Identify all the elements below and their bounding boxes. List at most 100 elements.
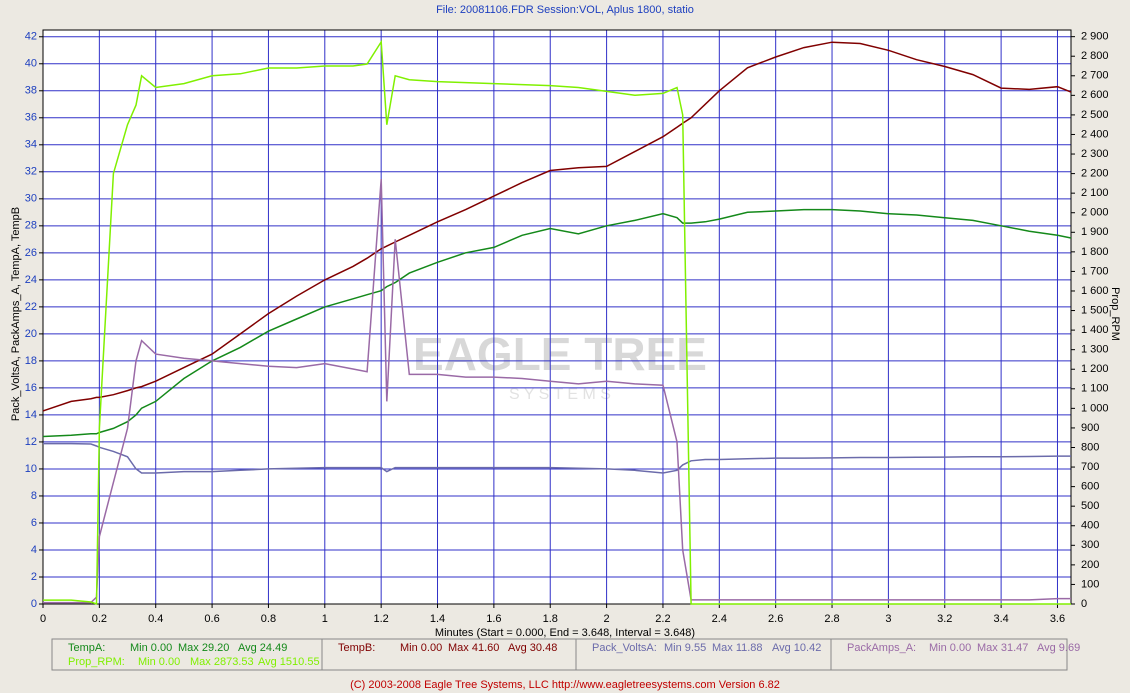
y2-tick-label: 400 [1081, 520, 1099, 532]
plot-frame [42, 29, 1072, 605]
y2-tick-label: 700 [1081, 461, 1099, 473]
legend-label: PackAmps_A: [847, 642, 916, 654]
x-tick-label: 0.6 [204, 613, 219, 625]
y2-tick-label: 2 600 [1081, 89, 1109, 101]
y-axis-title: Pack_VoltsA, PackAmps_A, TempA, TempB [10, 207, 22, 421]
y-tick-label: 32 [25, 166, 37, 178]
x-tick-label: 0 [40, 613, 46, 625]
x-tick-label: 3 [885, 613, 891, 625]
y-tick-label: 42 [25, 31, 37, 43]
y2-tick-label: 900 [1081, 422, 1099, 434]
y-tick-label: 16 [25, 382, 37, 394]
legend-label: Pack_VoltsA: [592, 642, 657, 654]
y-tick-label: 10 [25, 463, 37, 475]
legend-box [51, 638, 1068, 671]
y-tick-label: 40 [25, 58, 37, 70]
legend-stat: Avg 30.48 [508, 642, 557, 654]
y2-tick-label: 1 800 [1081, 246, 1109, 258]
y-tick-label: 38 [25, 85, 37, 97]
legend-stat: Max 2873.53 [190, 656, 254, 668]
y2-tick-label: 1 900 [1081, 226, 1109, 238]
y2-tick-label: 1 700 [1081, 265, 1109, 277]
y2-tick-label: 2 300 [1081, 148, 1109, 160]
y2-tick-label: 2 100 [1081, 187, 1109, 199]
y-tick-label: 30 [25, 193, 37, 205]
x-tick-label: 0.4 [148, 613, 163, 625]
legend-stat: Min 0.00 [138, 656, 180, 668]
y2-tick-label: 2 700 [1081, 70, 1109, 82]
y-tick-label: 28 [25, 220, 37, 232]
y-tick-label: 0 [31, 598, 37, 610]
legend-stat: Min 9.55 [664, 642, 706, 654]
x-tick-label: 0.2 [92, 613, 107, 625]
y2-tick-label: 2 400 [1081, 128, 1109, 140]
x-tick-label: 1.2 [374, 613, 389, 625]
legend-label: TempA: [68, 642, 105, 654]
x-tick-label: 2.6 [768, 613, 783, 625]
y-tick-label: 34 [25, 139, 37, 151]
legend-label: Prop_RPM: [68, 656, 125, 668]
legend-label: TempB: [338, 642, 375, 654]
y-tick-label: 26 [25, 247, 37, 259]
y2-tick-label: 1 600 [1081, 285, 1109, 297]
y-tick-label: 12 [25, 436, 37, 448]
y-tick-label: 6 [31, 517, 37, 529]
y-tick-label: 20 [25, 328, 37, 340]
x-tick-label: 1.8 [543, 613, 558, 625]
y2-axis-title: Prop_RPM [1109, 287, 1121, 341]
x-tick-label: 3.4 [993, 613, 1008, 625]
y-tick-label: 4 [31, 544, 37, 556]
legend-stat: Max 41.60 [448, 642, 499, 654]
series-line [43, 178, 1071, 604]
y2-tick-label: 800 [1081, 441, 1099, 453]
y-tick-label: 14 [25, 409, 37, 421]
legend-stat: Avg 9.69 [1037, 642, 1080, 654]
legend-stat: Min 0.00 [130, 642, 172, 654]
y2-tick-label: 2 200 [1081, 168, 1109, 180]
y2-tick-label: 2 000 [1081, 207, 1109, 219]
x-tick-label: 2.8 [824, 613, 839, 625]
series-line [42, 41, 1072, 412]
x-tick-label: 3.6 [1050, 613, 1065, 625]
x-tick-label: 1.6 [486, 613, 501, 625]
y2-tick-label: 1 400 [1081, 324, 1109, 336]
watermark: EAGLE TREE [413, 328, 707, 380]
x-tick-label: 1 [322, 613, 328, 625]
x-tick-label: 1.4 [430, 613, 445, 625]
y2-tick-label: 100 [1081, 578, 1099, 590]
y2-tick-label: 200 [1081, 559, 1099, 571]
y-tick-label: 36 [25, 112, 37, 124]
y-tick-label: 24 [25, 274, 37, 286]
y-tick-label: 18 [25, 355, 37, 367]
y2-tick-label: 300 [1081, 539, 1099, 551]
y2-tick-label: 500 [1081, 500, 1099, 512]
x-tick-label: 2.2 [655, 613, 670, 625]
legend-stat: Max 11.88 [712, 642, 763, 654]
y2-tick-label: 1 000 [1081, 402, 1109, 414]
watermark: S Y S T E M S [509, 386, 611, 403]
legend-stat: Max 31.47 [977, 642, 1028, 654]
y-tick-label: 2 [31, 571, 37, 583]
x-tick-label: 2.4 [712, 613, 727, 625]
y-tick-label: 22 [25, 301, 37, 313]
legend-stat: Min 0.00 [929, 642, 971, 654]
y2-tick-label: 600 [1081, 481, 1099, 493]
x-tick-label: 0.8 [261, 613, 276, 625]
legend-stat: Avg 1510.55 [258, 656, 320, 668]
x-tick-label: 3.2 [937, 613, 952, 625]
chart-title: File: 20081106.FDR Session:VOL, Aplus 18… [436, 4, 694, 16]
plot-area [43, 30, 1071, 604]
legend-stat: Avg 24.49 [238, 642, 287, 654]
y2-tick-label: 1 300 [1081, 344, 1109, 356]
legend-stat: Max 29.20 [178, 642, 229, 654]
series-line [43, 442, 1071, 474]
y2-tick-label: 1 200 [1081, 363, 1109, 375]
y2-tick-label: 2 900 [1081, 31, 1109, 43]
y2-tick-label: 1 500 [1081, 304, 1109, 316]
y2-tick-label: 2 500 [1081, 109, 1109, 121]
y2-tick-label: 1 100 [1081, 383, 1109, 395]
series-line [42, 208, 1072, 438]
y-tick-label: 8 [31, 490, 37, 502]
x-tick-label: 2 [604, 613, 610, 625]
